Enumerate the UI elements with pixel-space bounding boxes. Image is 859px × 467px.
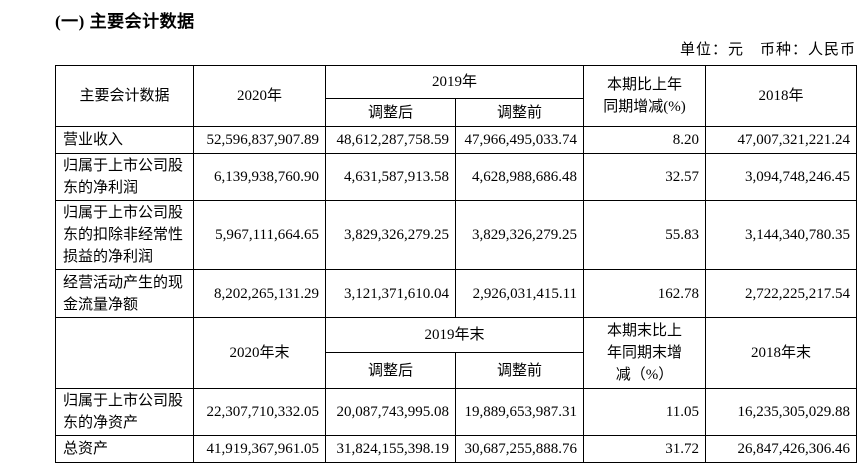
header-2019-end-adjusted: 调整后: [325, 352, 456, 389]
cell-2019-adjusted: 3,121,371,610.04: [325, 269, 456, 318]
row-label: 营业收入: [55, 126, 194, 154]
cell-2020: 22,307,710,332.05: [193, 388, 326, 436]
cell-change: 55.83: [583, 200, 707, 270]
table-row-total-assets: 总资产 41,919,367,961.05 31,824,155,398.19 …: [55, 435, 858, 463]
cell-2018: 47,007,321,221.24: [705, 126, 858, 154]
cell-change: 31.72: [583, 435, 707, 463]
cell-change: 11.05: [583, 388, 707, 436]
cell-2020: 6,139,938,760.90: [193, 153, 326, 201]
cell-2019-adjusted: 3,829,326,279.25: [325, 200, 456, 270]
cell-2019-original: 3,829,326,279.25: [454, 200, 585, 270]
header-period-end-change: 本期末比上 年同期末增 减（%）: [583, 317, 707, 389]
key-accounting-data-table: 主要会计数据 2020年 2019年 本期比上年 同期增减(%) 2018年 调…: [55, 65, 858, 463]
cell-change: 32.57: [583, 153, 707, 201]
cell-2020: 52,596,837,907.89: [193, 126, 326, 154]
cell-2019-adjusted: 48,612,287,758.59: [325, 126, 456, 154]
cell-2019-original: 4,628,988,686.48: [454, 153, 585, 201]
section-title: (一) 主要会计数据: [55, 12, 195, 31]
cell-2019-adjusted: 31,824,155,398.19: [325, 435, 456, 463]
table-row-operating-cash-flow: 经营活动产生的现金流量净额 8,202,265,131.29 3,121,371…: [55, 269, 858, 318]
table-row-net-profit-excl-nonrecurring: 归属于上市公司股东的扣除非经常性损益的净利润 5,967,111,664.65 …: [55, 200, 858, 270]
header-2019: 2019年: [324, 65, 585, 99]
row-label: 归属于上市公司股东的扣除非经常性损益的净利润: [55, 200, 194, 270]
header-2018: 2018年: [705, 65, 858, 127]
cell-2020: 41,919,367,961.05: [193, 435, 326, 463]
header-2019-end: 2019年末: [324, 317, 585, 353]
header-yoy-change: 本期比上年 同期增减(%): [583, 65, 707, 127]
table-row-revenue: 营业收入 52,596,837,907.89 48,612,287,758.59…: [55, 126, 858, 154]
cell-2020: 8,202,265,131.29: [193, 269, 326, 318]
unit-currency-note: 单位：元 币种：人民币: [679, 42, 856, 58]
cell-2018: 3,094,748,246.45: [705, 153, 858, 201]
row-label: 总资产: [55, 435, 194, 463]
row-label: 经营活动产生的现金流量净额: [55, 269, 194, 318]
cell-2019-original: 47,966,495,033.74: [454, 126, 585, 154]
cell-2020: 5,967,111,664.65: [193, 200, 326, 270]
header-2019-adjusted: 调整后: [325, 98, 456, 127]
cell-2018: 26,847,426,306.46: [705, 435, 858, 463]
cell-change: 8.20: [583, 126, 707, 154]
cell-2018: 16,235,305,029.88: [705, 388, 858, 436]
table-row-net-profit: 归属于上市公司股东的净利润 6,139,938,760.90 4,631,587…: [55, 153, 858, 201]
cell-change: 162.78: [583, 269, 707, 318]
header-2019-end-original: 调整前: [454, 352, 585, 389]
cell-2019-original: 30,687,255,888.76: [454, 435, 585, 463]
row-label: 归属于上市公司股东的净利润: [55, 153, 194, 201]
row-label: 归属于上市公司股东的净资产: [55, 388, 194, 436]
header-2020: 2020年: [193, 65, 326, 127]
cell-2019-original: 2,926,031,415.11: [454, 269, 585, 318]
cell-2018: 2,722,225,217.54: [705, 269, 858, 318]
header-main-label: 主要会计数据: [55, 65, 194, 127]
cell-2018: 3,144,340,780.35: [705, 200, 858, 270]
header-2018-end: 2018年末: [705, 317, 858, 389]
cell-2019-adjusted: 20,087,743,995.08: [325, 388, 456, 436]
cell-2019-adjusted: 4,631,587,913.58: [325, 153, 456, 201]
table-row-net-assets: 归属于上市公司股东的净资产 22,307,710,332.05 20,087,7…: [55, 388, 858, 436]
header-2019-original: 调整前: [454, 98, 585, 127]
cell-2019-original: 19,889,653,987.31: [454, 388, 585, 436]
header2-empty: [55, 317, 194, 389]
header-2020-end: 2020年末: [193, 317, 326, 389]
